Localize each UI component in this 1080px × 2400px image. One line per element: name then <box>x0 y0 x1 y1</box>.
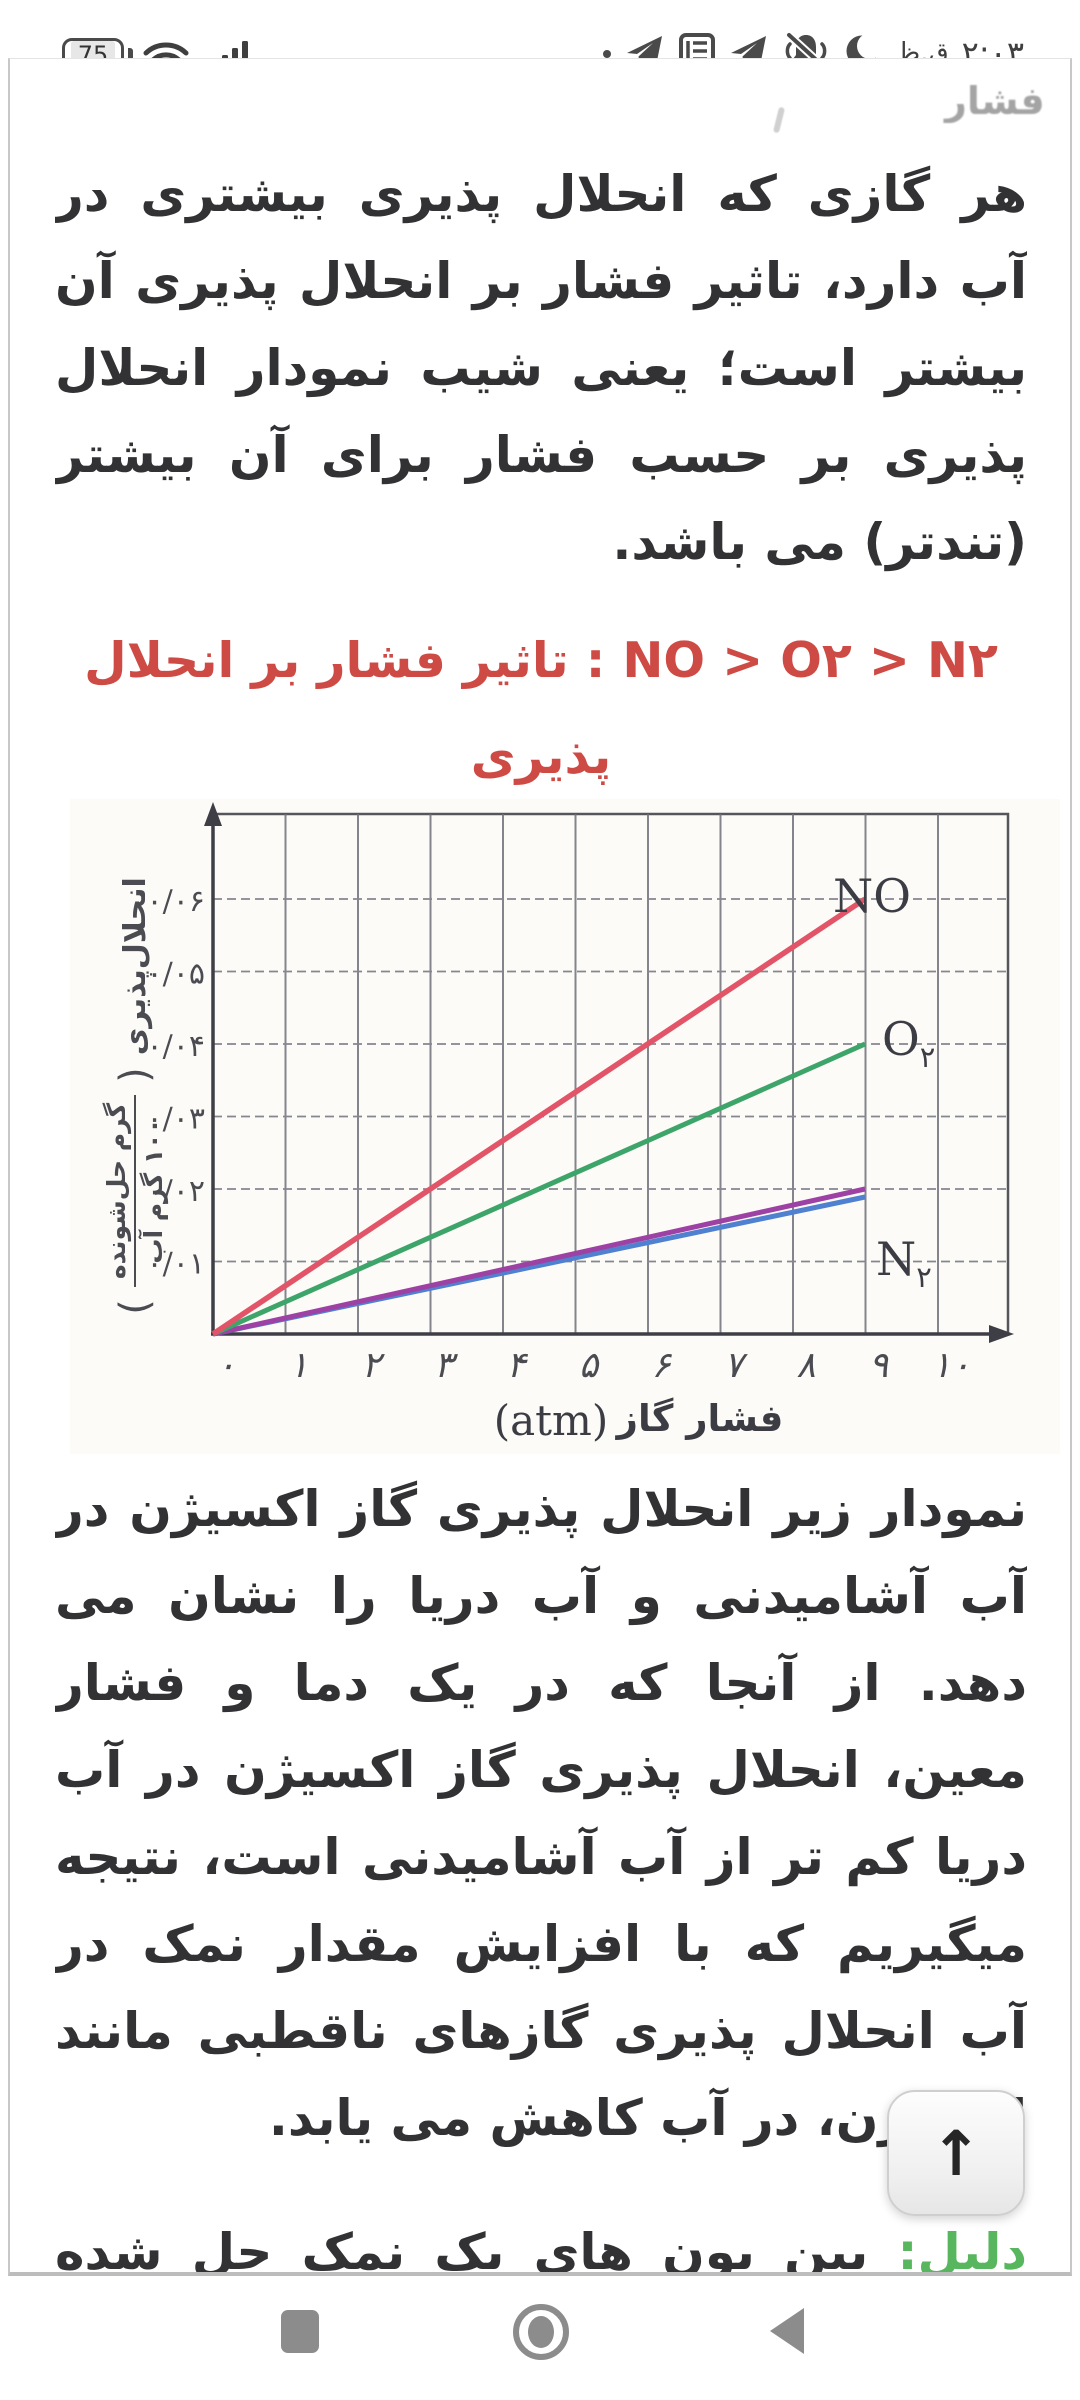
svg-text:۰/۰۲: ۰/۰۲ <box>147 1174 205 1209</box>
y-axis-paren-open: ( <box>112 1067 158 1083</box>
svg-text:۰/۰۳: ۰/۰۳ <box>147 1102 205 1137</box>
paragraph-line: دریا کم تر از آب آشامیدنی است، نتیجه <box>55 1828 1027 1886</box>
paragraph-line: پذیری بر حسب فشار برای آن بیشتر <box>55 426 1027 484</box>
svg-text:۸: ۸ <box>796 1345 815 1386</box>
solubility-chart: NO O۲ N۲ ۰/۰۶ ۰/۰۵ ۰/۰۴ ۰/۰۳ ۰/۰۲ ۰/۰۱ ۰… <box>70 799 1060 1454</box>
back-triangle-icon[interactable] <box>762 2306 814 2360</box>
svg-text:۴: ۴ <box>506 1345 528 1386</box>
chart-svg: NO O۲ N۲ ۰/۰۶ ۰/۰۵ ۰/۰۴ ۰/۰۳ ۰/۰۲ ۰/۰۱ ۰… <box>70 799 1060 1454</box>
svg-text:۹: ۹ <box>869 1345 889 1386</box>
y-axis-title-text: انحلال‌پذیری <box>117 877 153 1056</box>
paragraph-line: میگیریم که با افزایش مقدار نمک در <box>55 1915 1027 1973</box>
svg-text:۰/۰۴: ۰/۰۴ <box>147 1029 205 1064</box>
arrow-up-icon: ↑ <box>930 2116 982 2190</box>
paragraph-line: آب انحلال پذیری گازهای ناقطبی مانند <box>55 2002 1027 2060</box>
android-nav-bar <box>0 2280 1080 2400</box>
heading-pressure-effect-line1: تاثیر فشار بر انحلال : NO > O۲ > N۲ <box>84 632 998 689</box>
reason-paragraph: دلیل: بین یون های یک نمک حل شده <box>55 2207 1027 2276</box>
home-circle-icon[interactable] <box>509 2300 573 2368</box>
battery-nub <box>128 48 133 63</box>
content-card[interactable]: فشار هر گازی که انحلال پذیری بیشتری در آ… <box>8 58 1072 2276</box>
svg-text:۵: ۵ <box>579 1345 600 1386</box>
svg-text:۰/۰۱: ۰/۰۱ <box>147 1247 205 1282</box>
y-axis-fraction: گرم حل‌شونده ۱۰۰ گرم آب <box>102 1094 168 1288</box>
paragraph-line: آب دارد، تاثیر فشار بر انحلال پذیری آن <box>55 252 1027 310</box>
status-bar: 75 <box>0 0 1080 76</box>
svg-text:۱: ۱ <box>289 1345 308 1386</box>
scroll-to-top-button[interactable]: ↑ <box>887 2090 1025 2216</box>
svg-text:۰/۰۶: ۰/۰۶ <box>147 884 205 919</box>
y-tick-labels: ۰/۰۶ ۰/۰۵ ۰/۰۴ ۰/۰۳ ۰/۰۲ ۰/۰۱ <box>147 884 205 1282</box>
paragraph-line: هر گازی که انحلال پذیری بیشتری در <box>55 165 1027 223</box>
paragraph-line: نمودار زیر انحلال پذیری گاز اکسیژن در <box>55 1480 1027 1538</box>
series-line-n2 <box>212 1186 866 1337</box>
fraction-numerator: گرم حل‌شونده <box>102 1102 131 1280</box>
paragraph-line: دهد. از آنجا که در یک دما و فشار <box>55 1654 1027 1712</box>
y-axis-paren-close: ) <box>112 1299 158 1315</box>
x-axis-arrow-icon <box>989 1325 1014 1343</box>
series-line-o2 <box>211 1041 867 1337</box>
y-axis-title: انحلال‌پذیری ( گرم حل‌شونده ۱۰۰ گرم آب ) <box>60 826 210 1366</box>
series-label-no: NO <box>833 869 911 923</box>
svg-text:۰/۰۵: ۰/۰۵ <box>147 957 205 992</box>
cut-off-text-fragment: فشار <box>945 79 1045 123</box>
paragraph-line: اکسیژن، در آب کاهش می یابد. <box>268 2089 1027 2147</box>
vertical-gridlines <box>284 814 939 1334</box>
series-line-no <box>211 896 867 1337</box>
series-label-o2: O۲ <box>882 1012 935 1074</box>
paragraph-line: (تندتر) می باشد. <box>612 513 1027 571</box>
heading-pressure-effect-line2: پذیری <box>470 728 612 785</box>
paragraph-solubility-pressure: هر گازی که انحلال پذیری بیشتری در آب دار… <box>55 151 1027 586</box>
svg-text:۶: ۶ <box>651 1345 672 1386</box>
paragraph-line: آب آشامیدنی و آب دریا را نشان می <box>55 1567 1027 1625</box>
reason-label: دلیل: <box>897 2223 1027 2276</box>
paragraph-line: بیشتر است؛ یعنی شیب نمودار انحلال <box>55 339 1027 397</box>
paragraph-line: معین، انحلال پذیری گاز اکسیژن در آب <box>55 1741 1027 1799</box>
horizontal-gridlines <box>213 898 1008 1263</box>
cut-off-stroke <box>772 106 786 134</box>
svg-text:۰: ۰ <box>216 1345 235 1386</box>
fraction-denominator: ۱۰۰ گرم آب <box>134 1094 168 1288</box>
recents-square-icon[interactable] <box>281 2310 319 2353</box>
notification-dot-icon <box>602 44 612 63</box>
paragraph-oxygen-seawater: نمودار زیر انحلال پذیری گاز اکسیژن در آب… <box>55 1466 1027 2162</box>
svg-text:۱۰: ۱۰ <box>932 1345 971 1386</box>
x-axis-title: فشار گاز <box>615 1397 784 1440</box>
y-axis-arrow-icon <box>204 802 222 826</box>
series-label-n2: N۲ <box>876 1232 932 1294</box>
reason-text: بین یون های یک نمک حل شده <box>55 2223 898 2276</box>
x-axis-unit: (atm) <box>494 1396 609 1445</box>
